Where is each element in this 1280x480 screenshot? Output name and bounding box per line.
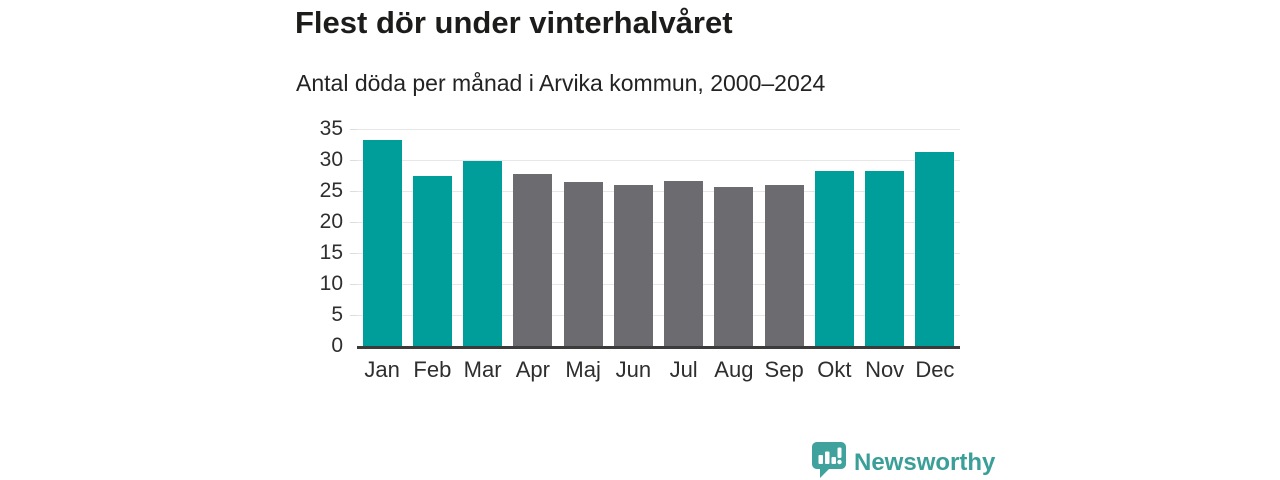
bar-column-aug — [709, 187, 759, 346]
y-tick-20 — [350, 222, 357, 223]
gridline-10 — [357, 284, 960, 285]
bar-column-maj — [558, 182, 608, 346]
y-tick-15 — [350, 253, 357, 254]
x-tick-label-okt: Okt — [817, 357, 852, 382]
gridline-30 — [357, 160, 960, 161]
bar-aug — [714, 187, 754, 346]
gridline-25 — [357, 191, 960, 192]
x-tick-label-jun: Jun — [615, 357, 652, 382]
bar-column-sep — [759, 184, 809, 346]
x-axis-labels: Jan Feb Mar Apr Maj Jun Jul Aug Sep Okt Nov Dec — [357, 357, 960, 383]
chart-subtitle: Antal döda per månad i Arvika kommun, 20… — [296, 70, 826, 96]
bar-column-feb — [407, 175, 457, 346]
x-tick-label-sep: Sep — [764, 357, 804, 382]
y-tick-30 — [350, 160, 357, 161]
x-axis-line — [357, 346, 960, 349]
bar-nov — [865, 170, 905, 346]
y-tick-25 — [350, 191, 357, 192]
y-axis-labels: 0 5 10 15 20 25 30 35 — [288, 117, 343, 357]
chart-title: Flest dör under vinterhalvåret — [295, 5, 733, 40]
bar-sep — [764, 184, 804, 346]
gridline-20 — [357, 222, 960, 223]
y-tick-5 — [350, 315, 357, 316]
newsworthy-bubble-chart-icon — [812, 442, 846, 480]
y-tick-label-5: 5 — [331, 303, 343, 326]
x-tick-label-feb: Feb — [413, 357, 452, 382]
brand-name: Newsworthy — [854, 448, 996, 476]
bar-column-jan — [357, 139, 407, 346]
gridline-5 — [357, 315, 960, 316]
bar-column-nov — [860, 170, 910, 346]
gridline-15 — [357, 253, 960, 254]
x-tick-label-aug: Aug — [714, 357, 754, 382]
bar-column-jun — [608, 184, 658, 346]
x-tick-label-jul: Jul — [669, 357, 698, 382]
y-tick-label-0: 0 — [331, 334, 343, 357]
bar-column-apr — [508, 174, 558, 346]
bar-feb — [412, 175, 452, 346]
bar-dec — [915, 151, 955, 346]
bar-maj — [563, 182, 603, 346]
y-tick-label-30: 30 — [319, 148, 343, 171]
bar-mar — [463, 161, 503, 346]
x-tick-label-mar: Mar — [463, 357, 502, 382]
newsworthy-logo: Newsworthy — [812, 442, 995, 480]
bar-column-dec — [910, 151, 960, 346]
bar-column-mar — [458, 161, 508, 346]
y-tick-label-25: 25 — [319, 179, 343, 202]
y-tick-label-10: 10 — [319, 272, 343, 295]
bar-jul — [664, 181, 704, 346]
x-tick-label-dec: Dec — [915, 357, 955, 382]
bar-apr — [513, 174, 553, 346]
x-tick-label-apr: Apr — [515, 357, 550, 382]
bar-jun — [613, 184, 653, 346]
bar-series — [357, 129, 960, 346]
y-tick-35 — [350, 129, 357, 130]
x-tick-label-nov: Nov — [865, 357, 905, 382]
y-tick-10 — [350, 284, 357, 285]
y-tick-label-20: 20 — [319, 210, 343, 233]
x-tick-label-maj: Maj — [565, 357, 601, 382]
plot-area — [350, 129, 960, 346]
y-tick-label-15: 15 — [319, 241, 343, 264]
x-tick-label-jan: Jan — [364, 357, 400, 382]
bar-column-jul — [659, 181, 709, 346]
y-tick-label-35: 35 — [319, 117, 343, 140]
bar-jan — [362, 139, 402, 346]
gridline-35 — [357, 129, 960, 130]
bar-column-okt — [809, 170, 859, 346]
bar-okt — [814, 170, 854, 346]
